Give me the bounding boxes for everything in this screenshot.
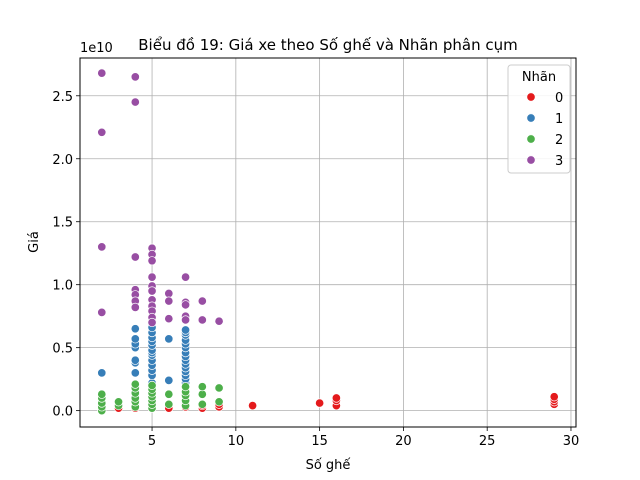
scatter-point-cluster-3 [147,256,157,266]
scatter-point-cluster-0 [315,398,325,408]
scatter-point-cluster-2 [197,382,207,392]
axis-ticks: 5 10 15 20 25 300.00.51.01.52.02.5 [52,90,579,449]
scatter-point-cluster-3 [147,286,157,296]
scatter-point-cluster-1 [130,334,140,344]
scatter-point-cluster-2 [147,380,157,390]
scatter-point-cluster-2 [197,389,207,399]
legend-label: 3 [555,154,563,169]
scatter-point-cluster-1 [164,375,174,385]
scatter-point-cluster-3 [181,300,191,310]
y-tick-label: 0.0 [52,405,73,420]
x-tick-label: 20 [395,434,412,449]
scatter-point-cluster-3 [181,315,191,325]
scatter-point-cluster-3 [130,97,140,107]
x-tick-label: 10 [228,434,245,449]
scatter-point-cluster-1 [130,355,140,365]
x-tick-label: 15 [311,434,328,449]
y-tick-label: 0.5 [52,342,73,357]
scatter-point-cluster-1 [97,368,107,378]
legend-title: Nhãn [522,70,556,85]
scatter-point-cluster-3 [97,127,107,137]
scatter-point-cluster-3 [181,272,191,282]
scatter-point-cluster-3 [147,272,157,282]
legend-box [507,64,571,174]
legend-marker [526,92,536,102]
scatter-point-cluster-2 [197,399,207,409]
y-tick-label: 2.5 [52,90,73,105]
scatter-point-cluster-2 [214,397,224,407]
scatter-point-cluster-2 [97,389,107,399]
scatter-point-cluster-3 [97,242,107,252]
scatter-point-cluster-0 [248,401,258,411]
y-axis-title: Giá [27,231,42,253]
x-tick-label: 25 [479,434,496,449]
legend: Nhãn 0 1 2 3 [507,64,571,174]
legend-marker [526,134,536,144]
scatter-point-cluster-2 [164,389,174,399]
scatter-point-cluster-3 [197,315,207,325]
scatter-point-cluster-1 [181,325,191,335]
scatter-point-cluster-3 [130,302,140,312]
scatter-point-cluster-3 [97,307,107,317]
scatter-point-cluster-3 [164,288,174,299]
scatter-point-cluster-3 [197,296,207,306]
y-offset-label: 1e10 [80,41,113,56]
scatter-point-cluster-0 [331,393,341,403]
grid [80,58,576,427]
x-tick-label: 30 [563,434,580,449]
scatter-point-cluster-3 [130,72,140,82]
legend-label: 2 [555,133,563,148]
scatter-point-cluster-3 [164,296,174,306]
scatter-point-cluster-2 [164,399,174,409]
legend-marker [526,113,536,123]
legend-label: 0 [555,91,563,106]
legend-marker [526,155,536,165]
chart-title: Biểu đồ 19: Giá xe theo Số ghế và Nhãn p… [138,36,517,54]
plot-frame [79,57,577,428]
x-axis-title: Số ghế [306,458,351,473]
scatter-point-cluster-2 [181,382,191,392]
scatter-points [97,68,559,416]
scatter-point-cluster-2 [130,379,140,389]
scatter-point-cluster-1 [164,334,174,344]
scatter-point-cluster-1 [130,324,140,334]
scatter-point-cluster-3 [130,252,140,262]
y-tick-label: 1.0 [52,279,73,294]
scatter-point-cluster-3 [147,317,157,328]
scatter-point-cluster-3 [164,314,174,324]
y-tick-label: 1.5 [52,216,73,231]
scatter-point-cluster-2 [113,397,124,407]
x-tick-label: 5 [148,434,156,449]
y-tick-label: 2.0 [52,153,73,168]
scatter-point-cluster-3 [97,68,107,78]
scatter-point-cluster-3 [214,316,224,326]
legend-label: 1 [555,112,563,127]
scatter-point-cluster-0 [549,392,559,402]
scatter-point-cluster-2 [214,383,224,393]
legend-items: 0 1 2 3 [526,91,563,169]
scatter-point-cluster-1 [130,368,140,378]
